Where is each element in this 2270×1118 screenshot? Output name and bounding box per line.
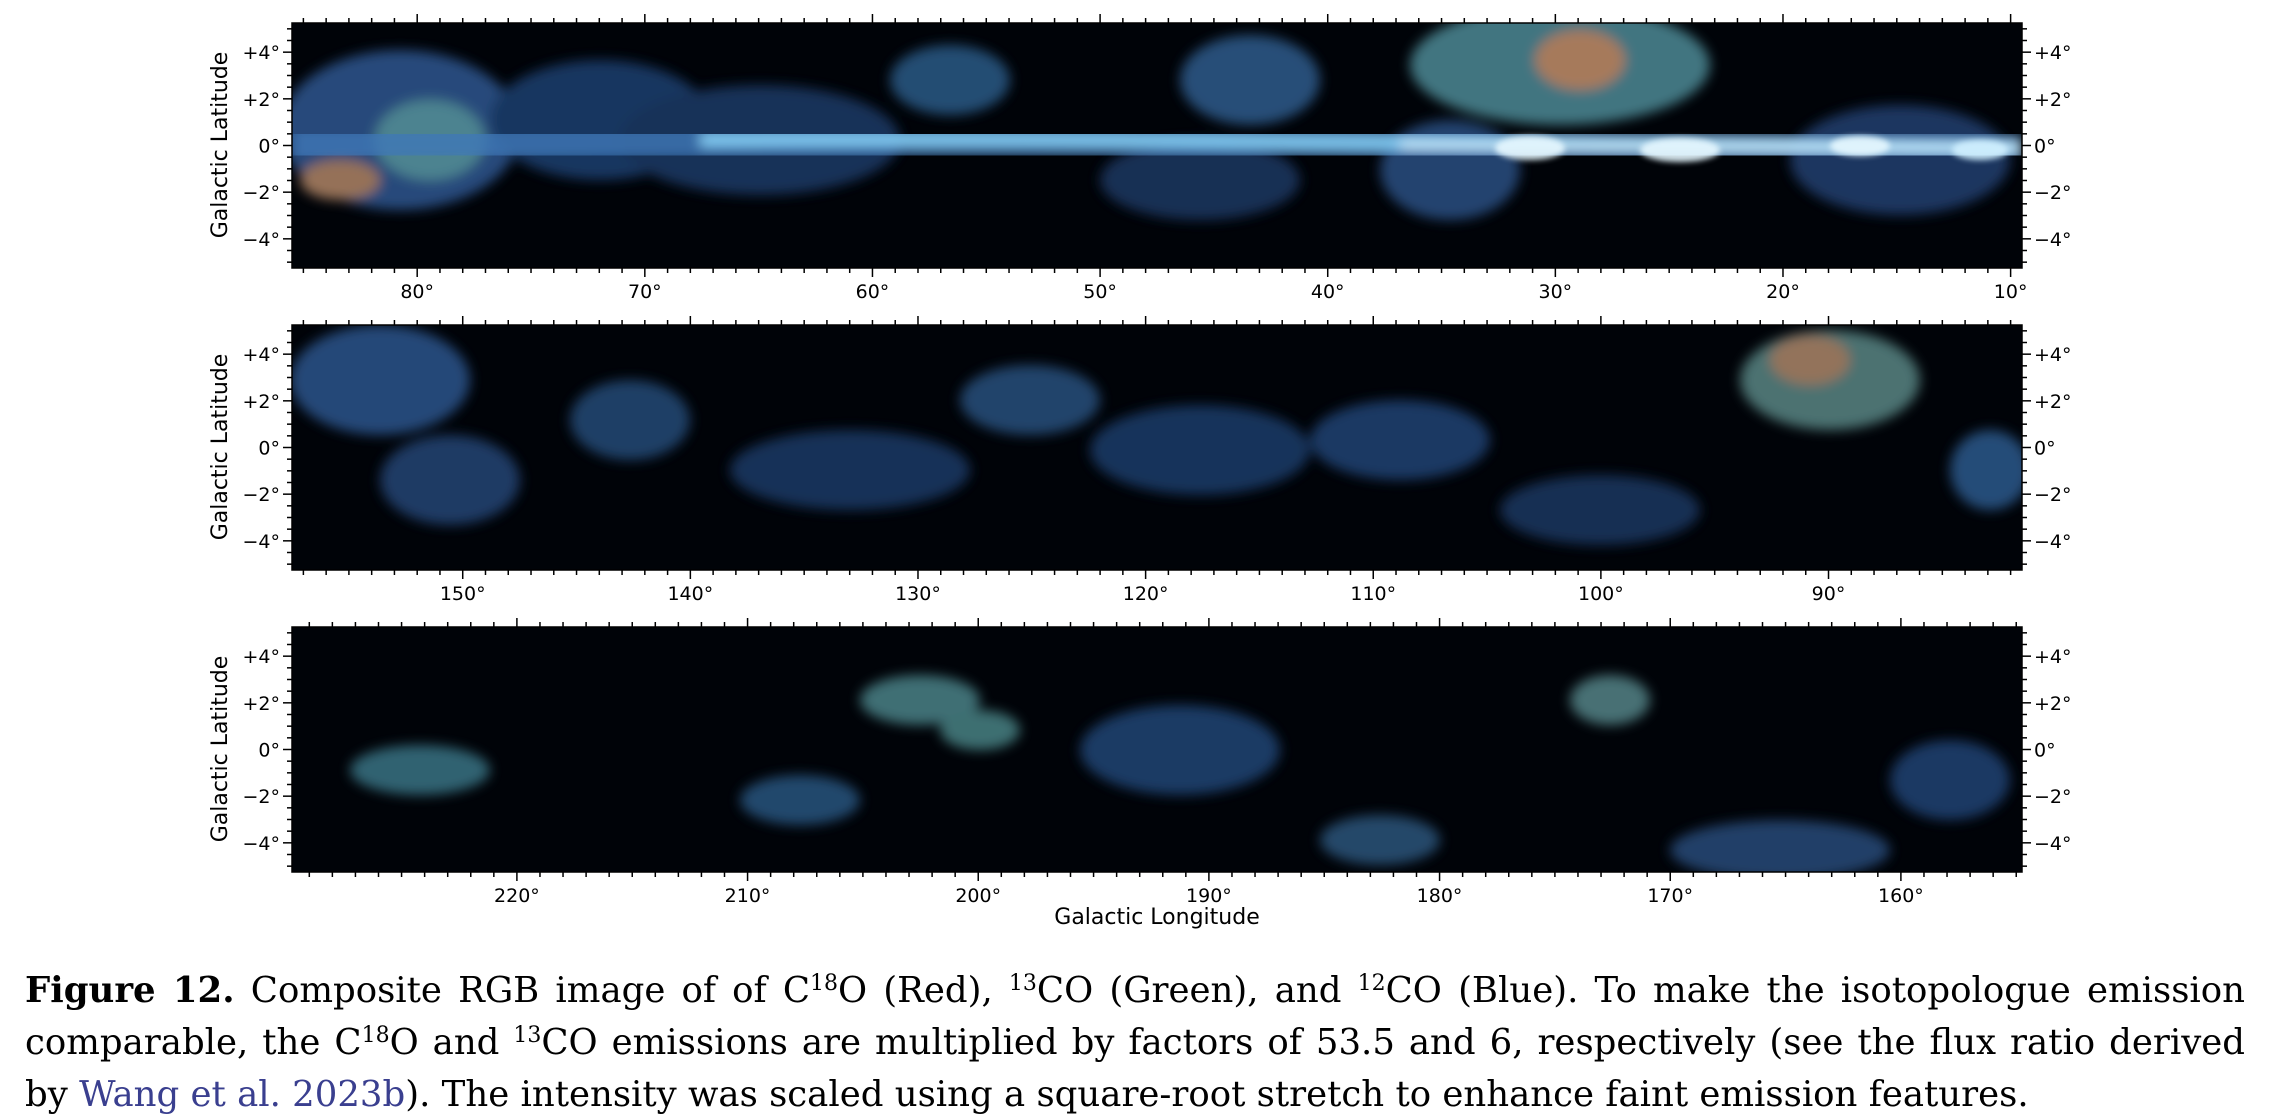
x-tick-label: 140° bbox=[667, 583, 713, 605]
x-tick-label: 60° bbox=[856, 281, 890, 303]
y-tick-label-left: +2° bbox=[242, 89, 280, 111]
y-tick-label-left: −4° bbox=[242, 531, 280, 553]
panel-middle-ylabel: Galactic Latitude bbox=[208, 354, 233, 541]
y-tick-label-right: −4° bbox=[2034, 833, 2072, 855]
y-tick-label-left: 0° bbox=[258, 438, 280, 460]
caption-sup: 18 bbox=[810, 970, 839, 996]
caption-sup: 18 bbox=[361, 1022, 390, 1048]
y-tick-label-left: +4° bbox=[242, 646, 280, 668]
y-tick-label-left: +4° bbox=[242, 344, 280, 366]
y-tick-label-right: +4° bbox=[2034, 646, 2072, 668]
x-tick-label: 10° bbox=[1994, 281, 2028, 303]
figure-caption: Figure 12. Composite RGB image of of C18… bbox=[25, 967, 2245, 1118]
y-tick-label-right: +2° bbox=[2034, 391, 2072, 413]
panel-top-ticks: 80° 70° 60° 50° 40° 30° 20° 10° +4° +4° +2° +2° 0° 0°… bbox=[242, 14, 2072, 303]
y-tick-label-right: −2° bbox=[2034, 786, 2072, 808]
y-tick-label-left: +2° bbox=[242, 391, 280, 413]
y-tick-label-left: −2° bbox=[242, 182, 280, 204]
y-tick-label-left: +4° bbox=[242, 42, 280, 64]
panel-middle: 150° 140° 130° 120° 110° 100° 90° +4° +4° +2° +2° 0… bbox=[208, 316, 2072, 605]
panel-bottom-ticks: 220° 210° 200° 190° 180° 170° 160° +4° +4° +2° +2°… bbox=[242, 618, 2072, 907]
y-tick-label-right: 0° bbox=[2034, 438, 2056, 460]
x-tick-label: 180° bbox=[1417, 885, 1463, 907]
caption-text: O (Red), bbox=[838, 970, 1009, 1011]
x-tick-label: 100° bbox=[1578, 583, 1624, 605]
x-tick-label: 80° bbox=[400, 281, 434, 303]
y-tick-label-right: +4° bbox=[2034, 42, 2072, 64]
x-tick-label: 110° bbox=[1350, 583, 1396, 605]
panel-bottom-ylabel: Galactic Latitude bbox=[208, 656, 233, 843]
caption-text: Composite RGB image of of C bbox=[234, 970, 811, 1011]
y-tick-label-right: +2° bbox=[2034, 693, 2072, 715]
x-tick-label: 190° bbox=[1186, 885, 1232, 907]
caption-text: CO emissions are multiplied by factors o… bbox=[25, 1022, 2246, 1115]
y-tick-label-right: +4° bbox=[2034, 344, 2072, 366]
y-tick-label-left: 0° bbox=[258, 740, 280, 762]
x-tick-label: 50° bbox=[1083, 281, 1117, 303]
caption-text: CO (Green), and bbox=[1036, 970, 1358, 1011]
x-axis-label: Galactic Longitude bbox=[1054, 905, 1259, 930]
x-tick-label: 210° bbox=[725, 885, 771, 907]
panel-middle-emission bbox=[292, 325, 2022, 545]
y-tick-label-right: −4° bbox=[2034, 229, 2072, 251]
caption-sup: 12 bbox=[1357, 970, 1386, 996]
x-tick-label: 130° bbox=[895, 583, 941, 605]
caption-text: O and bbox=[389, 1022, 514, 1063]
caption-label: Figure 12. bbox=[25, 970, 235, 1011]
y-tick-label-left: 0° bbox=[258, 136, 280, 158]
y-tick-label-right: +2° bbox=[2034, 89, 2072, 111]
citation-link[interactable]: Wang et al. 2023b bbox=[79, 1074, 406, 1115]
caption-text: CO (Blue). To make the isotopologue emis… bbox=[25, 970, 2246, 1063]
panel-top-emission bbox=[292, 23, 2022, 220]
caption-sup: 13 bbox=[513, 1022, 542, 1048]
figure-plot: 80° 70° 60° 50° 40° 30° 20° 10° +4° +4° +2° +2° 0° 0°… bbox=[208, 14, 2072, 930]
caption-text: ). The intensity was scaled using a squa… bbox=[405, 1074, 2029, 1115]
y-tick-label-left: −4° bbox=[242, 833, 280, 855]
x-tick-label: 200° bbox=[955, 885, 1001, 907]
x-tick-label: 160° bbox=[1878, 885, 1924, 907]
y-tick-label-right: 0° bbox=[2034, 740, 2056, 762]
panel-middle-ticks: 150° 140° 130° 120° 110° 100° 90° +4° +4° +2° +2° 0… bbox=[242, 316, 2072, 605]
y-tick-label-right: −2° bbox=[2034, 484, 2072, 506]
panel-top-ylabel: Galactic Latitude bbox=[208, 52, 233, 239]
x-tick-label: 170° bbox=[1647, 885, 1693, 907]
x-tick-label: 120° bbox=[1123, 583, 1169, 605]
x-tick-label: 70° bbox=[628, 281, 662, 303]
panel-bottom: 220° 210° 200° 190° 180° 170° 160° +4° +4° +2° +2°… bbox=[208, 618, 2072, 907]
x-tick-label: 220° bbox=[494, 885, 540, 907]
y-tick-label-right: 0° bbox=[2034, 136, 2056, 158]
y-tick-label-right: −4° bbox=[2034, 531, 2072, 553]
x-tick-label: 20° bbox=[1766, 281, 1800, 303]
x-tick-label: 150° bbox=[440, 583, 486, 605]
panel-bottom-emission bbox=[350, 675, 2010, 872]
y-tick-label-right: −2° bbox=[2034, 182, 2072, 204]
y-tick-label-left: −2° bbox=[242, 786, 280, 808]
y-tick-label-left: −4° bbox=[242, 229, 280, 251]
y-tick-label-left: +2° bbox=[242, 693, 280, 715]
x-tick-label: 30° bbox=[1539, 281, 1573, 303]
caption-sup: 13 bbox=[1008, 970, 1037, 996]
panel-top: 80° 70° 60° 50° 40° 30° 20° 10° +4° +4° +2° +2° 0° 0°… bbox=[208, 14, 2072, 303]
y-tick-label-left: −2° bbox=[242, 484, 280, 506]
x-tick-label: 90° bbox=[1812, 583, 1846, 605]
x-tick-label: 40° bbox=[1311, 281, 1345, 303]
